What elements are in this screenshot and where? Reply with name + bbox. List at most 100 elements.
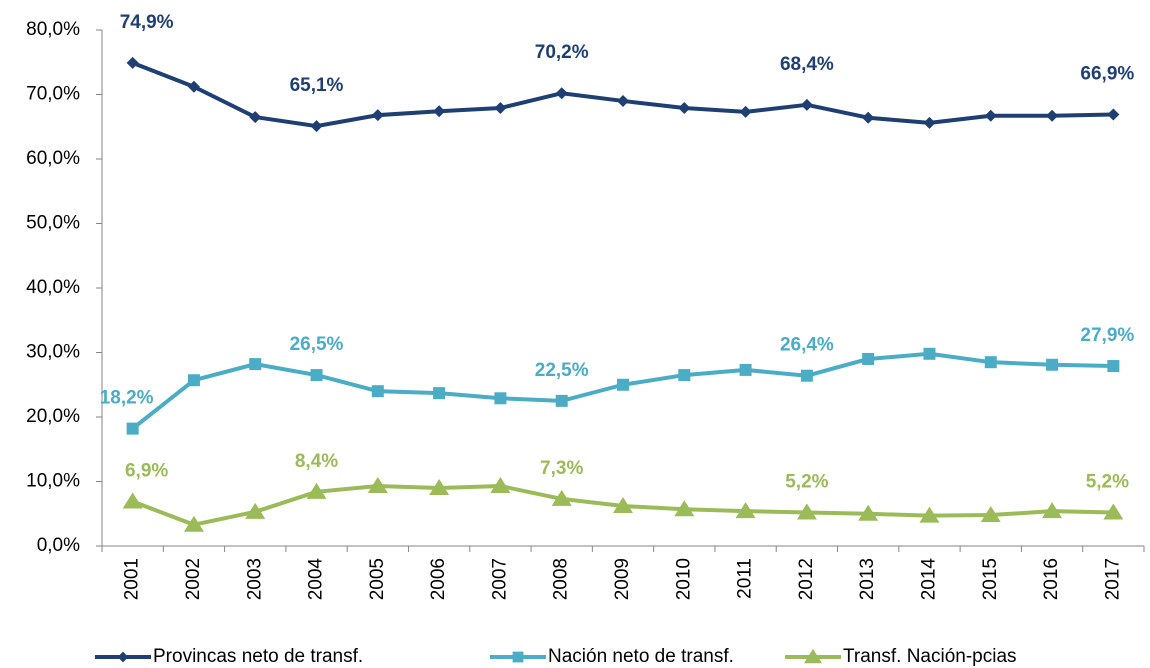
legend-label: Provincas neto de transf. bbox=[153, 646, 363, 667]
data-label: 26,5% bbox=[290, 334, 344, 355]
marker-diamond bbox=[678, 102, 691, 115]
marker-square bbox=[984, 356, 997, 369]
marker-triangle bbox=[245, 502, 266, 519]
marker-square bbox=[739, 363, 752, 376]
marker-square bbox=[187, 374, 200, 387]
x-tick-label: 2002 bbox=[183, 558, 204, 600]
y-tick-label: 10,0% bbox=[26, 471, 80, 492]
marker-diamond bbox=[187, 80, 200, 93]
x-tick-label: 2003 bbox=[244, 558, 265, 600]
x-tick-label: 2006 bbox=[428, 558, 449, 600]
marker-triangle bbox=[306, 482, 327, 499]
x-tick-label: 2015 bbox=[980, 558, 1001, 600]
marker-square bbox=[310, 369, 323, 382]
series-line bbox=[131, 61, 1114, 129]
y-tick-label: 20,0% bbox=[26, 406, 80, 427]
data-label: 5,2% bbox=[785, 471, 828, 492]
marker-triangle bbox=[183, 515, 204, 532]
y-tick-label: 0,0% bbox=[37, 535, 80, 556]
data-label: 68,4% bbox=[780, 54, 834, 75]
marker-diamond bbox=[617, 94, 629, 107]
marker-triangle bbox=[919, 506, 940, 523]
data-label: 8,4% bbox=[295, 451, 338, 472]
marker-triangle bbox=[490, 477, 511, 494]
marker-triangle bbox=[735, 502, 756, 519]
marker-diamond bbox=[249, 111, 262, 124]
x-tick-label: 2007 bbox=[489, 558, 510, 600]
legend-marker bbox=[117, 651, 129, 663]
marker-square bbox=[494, 392, 507, 405]
legend-label: Nación neto de transf. bbox=[548, 646, 734, 667]
y-tick-label: 40,0% bbox=[26, 277, 80, 298]
y-tick-label: 60,0% bbox=[26, 148, 80, 169]
x-tick-label: 2014 bbox=[918, 558, 939, 601]
marker-triangle bbox=[1103, 503, 1124, 520]
marker-square bbox=[800, 369, 813, 382]
x-tick-label: 2016 bbox=[1041, 558, 1062, 600]
y-tick-label: 80,0% bbox=[26, 19, 80, 40]
marker-square bbox=[1107, 360, 1120, 373]
series-line bbox=[131, 351, 1114, 431]
x-tick-label: 2010 bbox=[673, 558, 694, 600]
marker-diamond bbox=[494, 102, 507, 115]
x-tick-label: 2017 bbox=[1102, 558, 1123, 600]
marker-diamond bbox=[433, 105, 446, 118]
marker-triangle bbox=[367, 477, 388, 494]
data-label: 22,5% bbox=[535, 360, 589, 381]
marker-triangle bbox=[796, 503, 817, 520]
marker-diamond bbox=[923, 116, 936, 129]
marker-diamond bbox=[984, 109, 997, 122]
marker-triangle bbox=[613, 497, 633, 514]
marker-triangle bbox=[551, 489, 572, 506]
data-label: 66,9% bbox=[1080, 64, 1134, 85]
marker-square bbox=[433, 387, 446, 400]
marker-triangle bbox=[122, 492, 143, 509]
marker-triangle bbox=[1042, 502, 1063, 519]
marker-diamond bbox=[126, 56, 139, 69]
marker-square bbox=[923, 347, 936, 360]
y-tick-label: 30,0% bbox=[26, 342, 80, 363]
marker-square bbox=[678, 369, 691, 382]
data-label: 74,9% bbox=[120, 12, 174, 33]
x-tick-label: 2012 bbox=[796, 558, 817, 600]
x-tick-label: 2005 bbox=[367, 558, 388, 600]
marker-square bbox=[1046, 358, 1059, 371]
x-tick-label: 2001 bbox=[122, 558, 143, 600]
data-label: 70,2% bbox=[535, 42, 589, 63]
marker-diamond bbox=[739, 105, 752, 118]
marker-triangle bbox=[674, 500, 695, 517]
data-label: 26,4% bbox=[780, 335, 834, 356]
data-label: 7,3% bbox=[540, 458, 583, 479]
y-tick-label: 50,0% bbox=[26, 213, 80, 234]
marker-diamond bbox=[1107, 108, 1120, 121]
x-tick-label: 2011 bbox=[735, 558, 756, 599]
x-tick-label: 2008 bbox=[551, 558, 572, 600]
marker-diamond bbox=[800, 98, 813, 111]
legend-label: Transf. Nación-pcias bbox=[843, 646, 1017, 667]
marker-diamond bbox=[371, 109, 384, 122]
data-label: 18,2% bbox=[100, 388, 154, 409]
data-label: 5,2% bbox=[1086, 471, 1129, 492]
data-label: 6,9% bbox=[125, 461, 168, 482]
marker-triangle bbox=[858, 504, 879, 521]
data-label: 27,9% bbox=[1080, 325, 1134, 346]
y-tick-label: 70,0% bbox=[26, 84, 80, 105]
marker-diamond bbox=[1046, 109, 1059, 122]
x-tick-label: 2013 bbox=[857, 558, 878, 600]
marker-triangle bbox=[980, 506, 1001, 523]
marker-triangle bbox=[429, 478, 450, 495]
legend-marker bbox=[512, 651, 524, 663]
marker-diamond bbox=[862, 111, 875, 124]
marker-square bbox=[617, 378, 629, 391]
data-label: 65,1% bbox=[290, 75, 344, 96]
marker-diamond bbox=[555, 87, 568, 100]
marker-square bbox=[249, 358, 262, 371]
marker-square bbox=[862, 352, 875, 365]
marker-diamond bbox=[310, 120, 323, 133]
marker-square bbox=[555, 394, 568, 407]
marker-square bbox=[126, 422, 139, 435]
x-tick-label: 2009 bbox=[612, 558, 633, 600]
marker-square bbox=[371, 385, 384, 398]
x-tick-label: 2004 bbox=[306, 558, 327, 601]
